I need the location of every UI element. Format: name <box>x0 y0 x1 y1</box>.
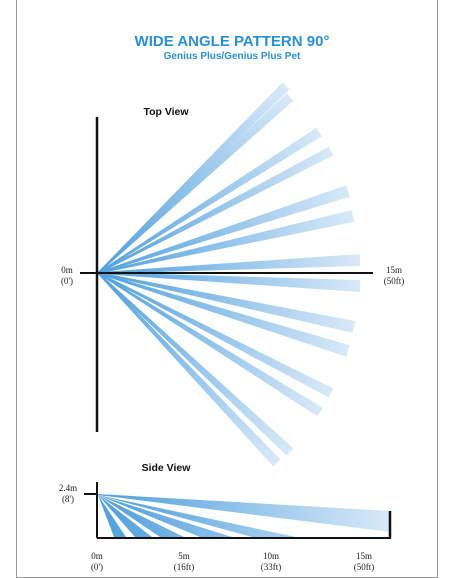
top-view-range-label-ft: (50ft) <box>384 276 405 286</box>
side-view-tick-label: 5m <box>178 551 190 561</box>
side-view-beam <box>98 494 390 532</box>
top-view-origin-label-ft: (0') <box>61 276 73 286</box>
side-view-tick-label-ft: (33ft) <box>261 562 282 572</box>
top-view-origin-label: 0m <box>61 265 73 275</box>
top-view-beams <box>97 82 361 467</box>
top-view-beam <box>97 254 361 274</box>
side-view-tick-label-ft: (0') <box>91 562 103 572</box>
side-view-tick-labels: 0m(0') 5m(16ft) 10m(33ft) 15m(50ft) <box>91 551 374 572</box>
side-view-tick-label-ft: (16ft) <box>174 562 195 572</box>
diagram-title: WIDE ANGLE PATTERN 90° <box>135 33 330 50</box>
side-view-beam <box>98 495 126 537</box>
top-view-beam <box>97 210 355 274</box>
top-view-beam <box>97 272 334 398</box>
top-view-beam <box>97 146 334 274</box>
top-view-beam <box>97 272 281 467</box>
top-view-beam <box>97 272 361 292</box>
side-view-tick-label: 15m <box>356 551 372 561</box>
top-view-beam <box>97 272 356 333</box>
side-view-tick-label: 10m <box>263 551 279 561</box>
side-view-tick-label: 0m <box>91 551 103 561</box>
side-view-height-label: 2.4m <box>59 483 77 493</box>
top-view-beam <box>97 93 294 274</box>
side-view-beam <box>98 495 152 537</box>
side-view-heading: Side View <box>142 462 192 474</box>
top-view-beam <box>97 272 350 357</box>
top-view-beam <box>97 272 294 456</box>
side-view-tick-label-ft: (50ft) <box>354 562 375 572</box>
side-view-beam <box>98 495 296 537</box>
side-view-height-label-ft: (8') <box>62 494 74 504</box>
top-view-beam <box>97 185 350 274</box>
diagram-subtitle: Genius Plus/Genius Plus Pet <box>164 51 301 62</box>
top-view-heading: Top View <box>143 106 189 118</box>
top-view-beam <box>97 272 323 417</box>
side-view-beam <box>98 495 184 537</box>
side-view-beam <box>98 495 232 537</box>
top-view-beam <box>97 127 322 274</box>
side-view-beams <box>98 494 390 537</box>
top-view-beam <box>97 82 290 274</box>
top-view-range-label: 15m <box>386 265 402 275</box>
